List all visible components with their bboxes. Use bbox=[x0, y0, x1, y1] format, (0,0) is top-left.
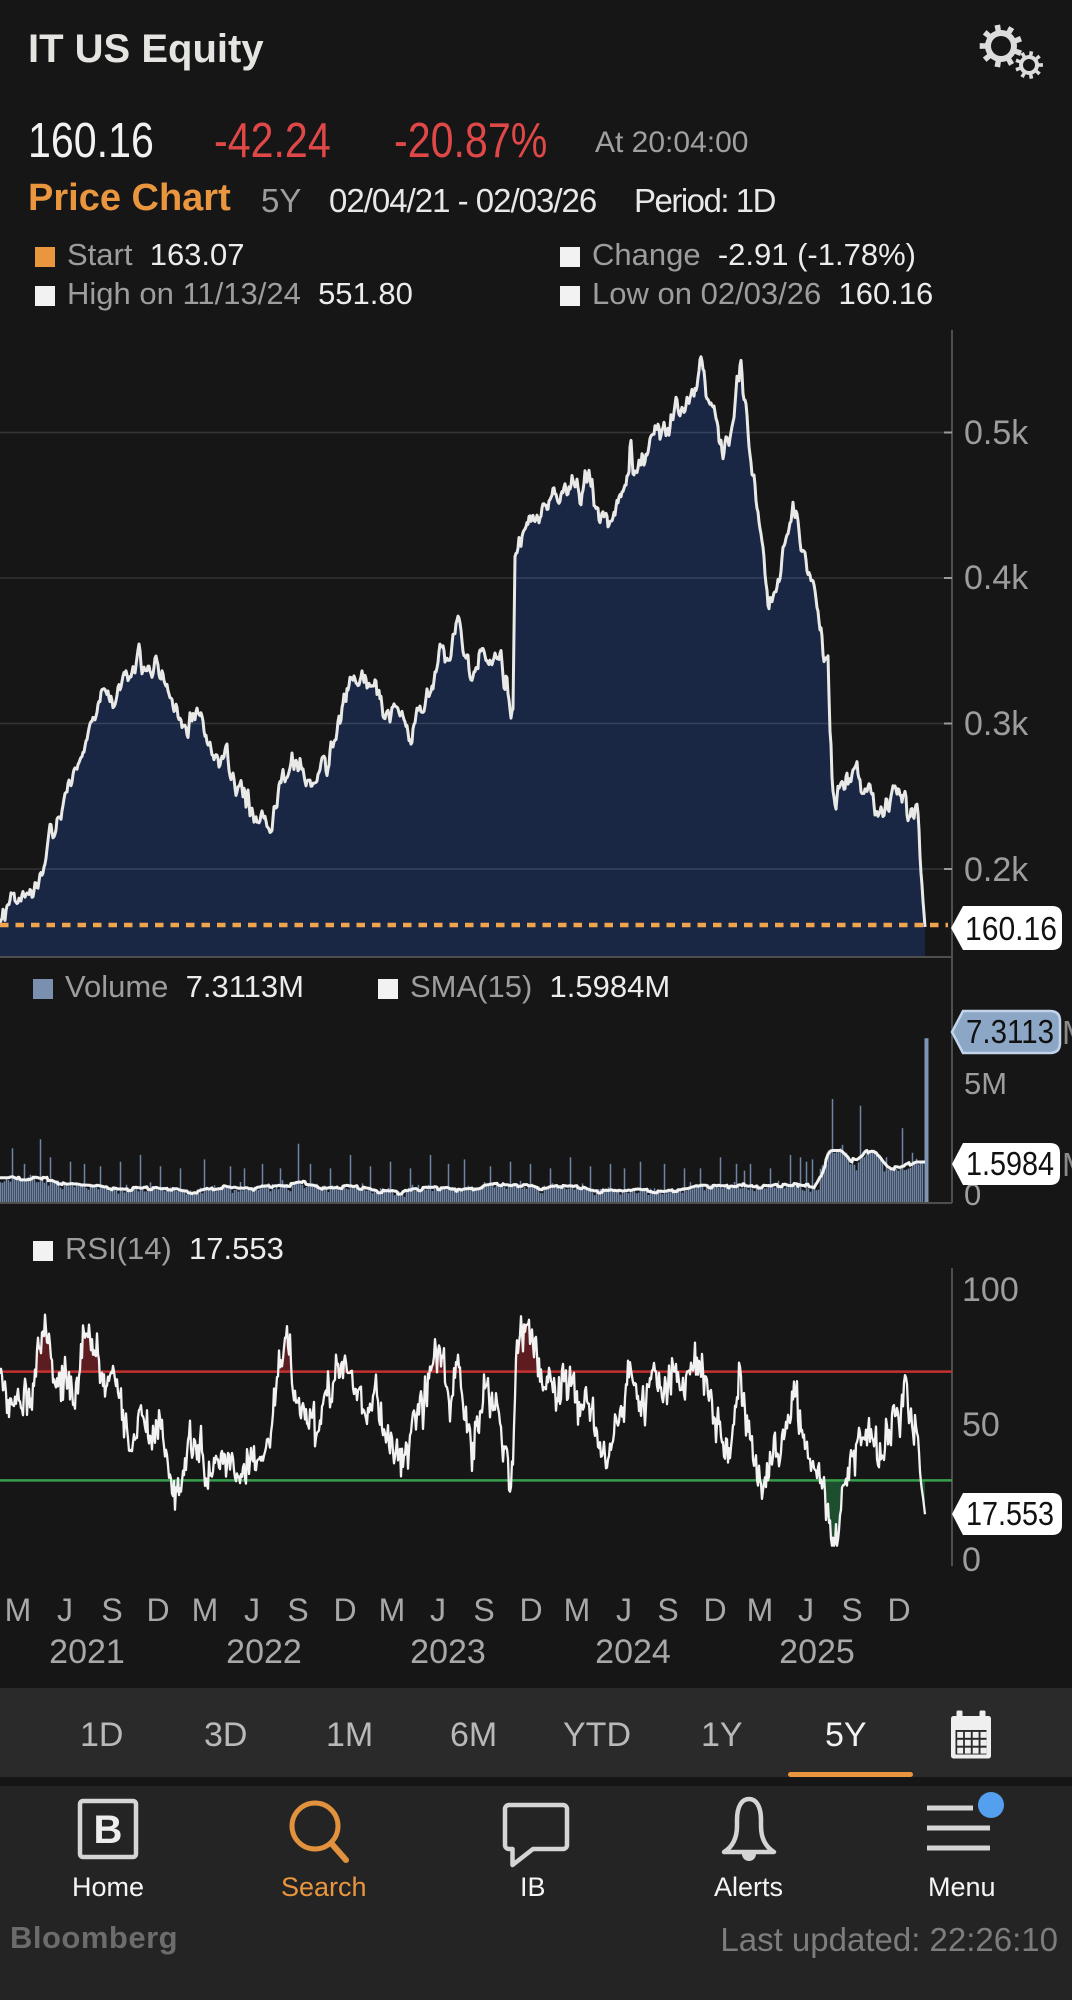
svg-text:S: S bbox=[287, 1592, 308, 1628]
svg-text:M: M bbox=[379, 1592, 406, 1628]
svg-text:2024: 2024 bbox=[595, 1633, 671, 1671]
svg-text:5M: 5M bbox=[964, 1066, 1007, 1101]
svg-text:2025: 2025 bbox=[779, 1633, 855, 1671]
svg-text:S: S bbox=[657, 1592, 678, 1628]
svg-text:M: M bbox=[5, 1592, 32, 1628]
svg-text:M: M bbox=[564, 1592, 591, 1628]
svg-text:M: M bbox=[1062, 1014, 1072, 1051]
svg-text:S: S bbox=[101, 1592, 122, 1628]
svg-text:17.553: 17.553 bbox=[966, 1495, 1054, 1532]
svg-text:S: S bbox=[841, 1592, 862, 1628]
svg-text:2021: 2021 bbox=[49, 1633, 125, 1671]
svg-text:M: M bbox=[747, 1592, 774, 1628]
svg-text:0.2k: 0.2k bbox=[964, 851, 1029, 889]
svg-text:2022: 2022 bbox=[226, 1633, 302, 1671]
svg-text:J: J bbox=[244, 1592, 260, 1628]
svg-text:50: 50 bbox=[962, 1406, 1000, 1444]
svg-text:S: S bbox=[473, 1592, 494, 1628]
svg-text:D: D bbox=[887, 1592, 910, 1628]
svg-text:D: D bbox=[703, 1592, 726, 1628]
svg-text:M: M bbox=[192, 1592, 219, 1628]
svg-text:B: B bbox=[94, 1808, 123, 1852]
svg-text:J: J bbox=[430, 1592, 446, 1628]
svg-text:D: D bbox=[519, 1592, 542, 1628]
svg-text:J: J bbox=[798, 1592, 814, 1628]
svg-text:0: 0 bbox=[964, 1177, 981, 1212]
svg-text:1.5984: 1.5984 bbox=[966, 1145, 1054, 1182]
svg-text:M: M bbox=[1062, 1146, 1072, 1183]
svg-text:D: D bbox=[333, 1592, 356, 1628]
svg-text:100: 100 bbox=[962, 1271, 1019, 1309]
svg-text:0.3k: 0.3k bbox=[964, 705, 1029, 743]
svg-text:J: J bbox=[616, 1592, 632, 1628]
svg-text:D: D bbox=[146, 1592, 169, 1628]
svg-text:J: J bbox=[57, 1592, 73, 1628]
svg-text:0: 0 bbox=[962, 1541, 981, 1579]
svg-text:0.5k: 0.5k bbox=[964, 414, 1029, 452]
svg-text:7.3113: 7.3113 bbox=[966, 1013, 1054, 1050]
svg-text:0.4k: 0.4k bbox=[964, 559, 1029, 597]
svg-text:160.16: 160.16 bbox=[965, 910, 1057, 947]
svg-text:2023: 2023 bbox=[410, 1633, 486, 1671]
